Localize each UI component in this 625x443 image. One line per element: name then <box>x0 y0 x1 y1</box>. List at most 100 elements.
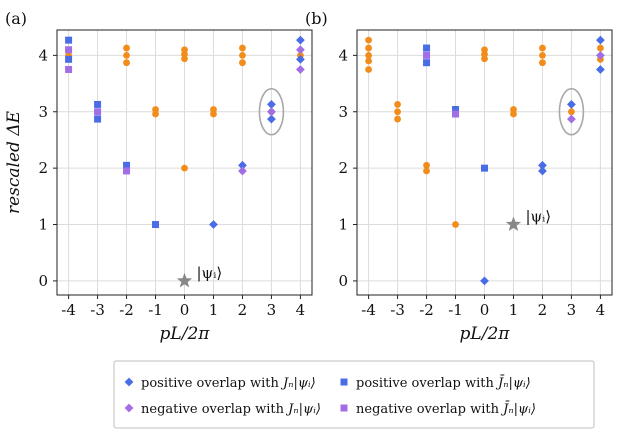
legend-entry-2: negative overlap with Jₙ|ψᵢ⟩ <box>124 402 321 417</box>
x-tick-label-0: -4 <box>361 301 376 319</box>
y-tick-label-0: 0 <box>38 272 48 290</box>
purple_square-point-1 <box>452 110 460 118</box>
orange-point-19 <box>568 108 575 116</box>
x-tick-label-4: 0 <box>180 301 190 319</box>
y-tick-label-4: 4 <box>338 46 348 64</box>
legend-text-1: positive overlap with J̄ₙ|ψᵢ⟩ <box>356 375 531 391</box>
y-axis-title: rescaled ΔE <box>4 110 24 214</box>
blue_square-point-4 <box>123 161 131 169</box>
y-tick-label-3: 3 <box>338 103 348 121</box>
blue_diamond-point-0 <box>480 276 489 286</box>
orange-point-1 <box>365 44 372 52</box>
legend-box <box>113 360 595 429</box>
y-tick-label-2: 2 <box>338 159 348 177</box>
blue_diamond-point-0 <box>209 220 218 229</box>
highlight-ellipse <box>258 87 285 136</box>
legend-marker-2 <box>124 403 134 413</box>
panel-label: (a) <box>5 9 27 28</box>
legend-marker-3 <box>340 404 348 412</box>
series-blue_square <box>423 44 488 172</box>
purple_diamond-point-1 <box>596 50 605 60</box>
blue_diamond-point-3 <box>567 100 576 109</box>
blue_diamond-point-5 <box>296 54 305 64</box>
series-purple_diamond <box>238 45 305 176</box>
blue_square-point-2 <box>94 100 102 108</box>
blue_square-point-5 <box>152 221 160 229</box>
series-purple_square <box>65 46 131 175</box>
orange-point-7 <box>394 115 401 123</box>
legend-text-math-3: J̄ₙ|ψᵢ⟩ <box>500 401 536 417</box>
blue_square-point-1 <box>65 55 73 63</box>
y-tick-label-4: 4 <box>38 46 48 64</box>
x-tick-label-8: 4 <box>296 301 306 319</box>
legend: positive overlap with Jₙ|ψᵢ⟩ positive ove… <box>113 360 595 429</box>
purple_square-point-0 <box>423 51 431 59</box>
x-axis-title: pL/2π <box>460 324 511 344</box>
initial-state-label: |ψᵢ⟩ <box>197 264 223 282</box>
x-tick-label-3: -1 <box>448 301 463 319</box>
x-tick-label-2: -2 <box>119 301 134 319</box>
y-tick-label-3: 3 <box>38 103 48 121</box>
orange-point-10 <box>452 221 459 228</box>
orange-point-16 <box>539 44 546 52</box>
legend-text-math-0: Jₙ|ψᵢ⟩ <box>280 376 316 391</box>
purple_diamond-point-2 <box>296 45 305 55</box>
y-tick-label-0: 0 <box>338 272 348 290</box>
legend-text-main-0: positive overlap with <box>141 376 283 391</box>
blue_diamond-point-4 <box>596 35 605 45</box>
legend-text-main-2: negative overlap with <box>141 402 288 417</box>
legend-text-math-1: J̄ₙ|ψᵢ⟩ <box>495 375 531 391</box>
x-tick-label-6: 2 <box>538 301 548 319</box>
blue_diamond-point-3 <box>267 114 276 124</box>
orange-point-4 <box>365 66 372 73</box>
orange-point-3 <box>123 51 130 59</box>
legend-marker-1 <box>340 378 348 386</box>
legend-text-main-3: negative overlap with <box>356 402 503 417</box>
purple_square-point-2 <box>94 108 102 116</box>
blue_square-point-1 <box>423 59 431 67</box>
legend-entry-1: positive overlap with J̄ₙ|ψᵢ⟩ <box>340 375 531 391</box>
series-blue_square <box>65 36 160 229</box>
legend-text-0: positive overlap with Jₙ|ψᵢ⟩ <box>141 376 316 391</box>
x-tick-label-5: 1 <box>509 301 519 319</box>
series-purple_square <box>423 51 460 118</box>
purple_diamond-point-1 <box>267 107 276 117</box>
purple_square-point-1 <box>65 65 73 73</box>
purple_diamond-point-0 <box>238 166 247 176</box>
blue_diamond-point-1 <box>538 160 547 170</box>
series-orange <box>365 36 604 228</box>
legend-text-3: negative overlap with J̄ₙ|ψᵢ⟩ <box>356 401 536 417</box>
orange-point-13 <box>239 44 246 52</box>
orange-point-0 <box>365 36 372 44</box>
blue_diamond-point-1 <box>238 160 247 170</box>
purple_square-point-0 <box>65 46 73 54</box>
orange-point-6 <box>152 110 159 118</box>
initial-state-star <box>176 272 193 288</box>
y-tick-label-1: 1 <box>38 216 48 234</box>
x-tick-label-1: -3 <box>390 301 405 319</box>
y-tick-label-1: 1 <box>338 216 348 234</box>
grid-lines <box>57 30 312 295</box>
x-tick-label-2: -2 <box>419 301 434 319</box>
legend-entry-0: positive overlap with Jₙ|ψᵢ⟩ <box>124 376 316 391</box>
series-purple_diamond <box>567 50 605 124</box>
x-tick-label-0: -4 <box>61 301 76 319</box>
orange-point-18 <box>539 59 546 67</box>
orange-point-14 <box>239 51 246 59</box>
blue_square-point-2 <box>452 106 460 113</box>
orange-point-2 <box>123 44 130 52</box>
purple_diamond-point-3 <box>296 65 305 74</box>
orange-point-4 <box>123 59 130 67</box>
legend-entry-3: negative overlap with J̄ₙ|ψᵢ⟩ <box>340 401 536 417</box>
orange-point-15 <box>239 59 246 67</box>
orange-point-9 <box>181 55 188 63</box>
initial-state-label: |ψᵢ⟩ <box>525 208 551 226</box>
orange-point-8 <box>423 161 430 169</box>
panel-b: -4 -3 -2 -1 0 1 2 3 4 0 1 2 3 4 pL/2π (b) |ψᵢ⟩ <box>305 9 613 344</box>
x-tick-label-5: 1 <box>209 301 219 319</box>
orange-point-17 <box>539 51 546 59</box>
orange-point-13 <box>481 55 488 63</box>
orange-point-9 <box>423 167 430 175</box>
orange-point-5 <box>394 101 401 108</box>
